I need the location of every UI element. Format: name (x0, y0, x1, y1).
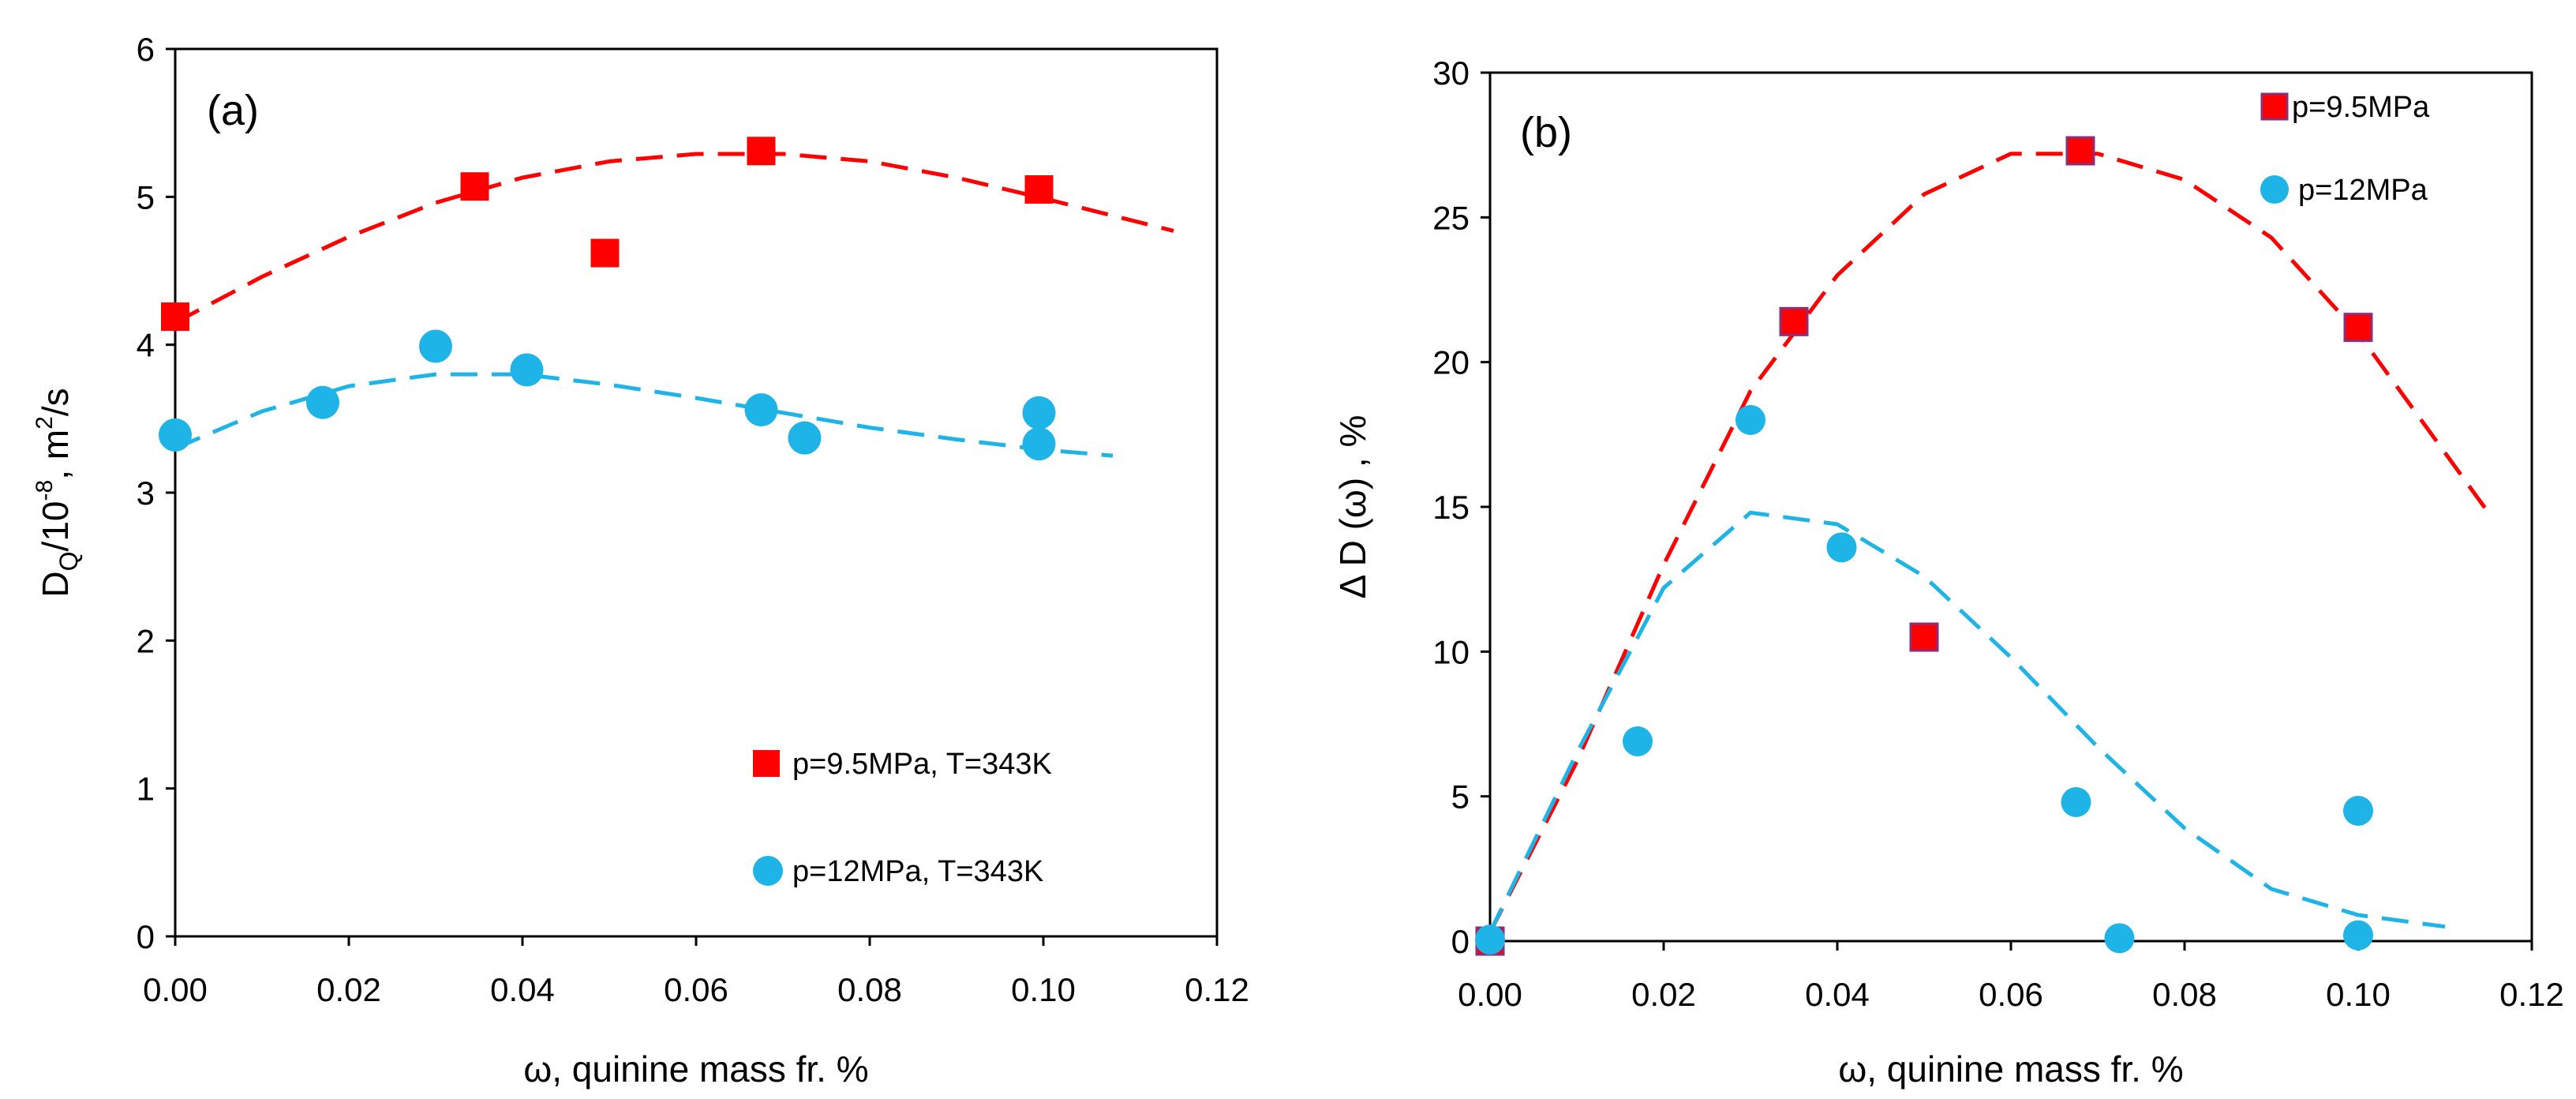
panel-a-point-square (747, 137, 776, 166)
panel-a-y-tick-label: 6 (137, 31, 155, 68)
panel-b-point-circle (2104, 923, 2135, 954)
panel-b-point-circle (1623, 726, 1653, 756)
panel-b-x-tick-label: 0.06 (1979, 976, 2043, 1013)
panel-a-x-tick-label: 0.12 (1185, 971, 1249, 1008)
panel-b-point-circle (1826, 532, 1857, 563)
panel-a-point-circle (306, 385, 339, 419)
panel-b-point-circle (1475, 925, 1505, 955)
panel-b-x-tick-label: 0.00 (1458, 976, 1522, 1013)
panel-a-x-tick-label: 0.00 (143, 971, 208, 1008)
panel-b-x-axis-title: ω, quinine mass fr. % (1838, 1048, 2183, 1090)
panel-b-label: (b) (1520, 109, 1572, 156)
panel-b-fit-line-red (1488, 152, 2491, 934)
panel-b-y-tick-label: 15 (1432, 489, 1470, 526)
panel-a-y-ticks: 0 1 2 3 4 5 6 (137, 31, 175, 955)
panel-b-y-ticks: 0 5 10 15 20 25 30 (1432, 54, 1490, 960)
panel-b-fit-lines (1488, 152, 2491, 934)
panel-a-point-circle (1022, 427, 1056, 461)
panel-a-y-tick-label: 0 (137, 918, 155, 955)
panel-a-point-square (161, 302, 189, 332)
panel-b-point-square (2343, 313, 2373, 343)
panel-b-points (1475, 136, 2373, 956)
panel-a-point-square (460, 172, 489, 201)
panel-a-y-axis-title: DQ/10-8, m2/s (32, 388, 83, 597)
panel-b-y-tick-label: 25 (1432, 199, 1470, 236)
panel-a-label: (a) (207, 87, 259, 134)
panel-a-x-axis-title: ω, quinine mass fr. % (523, 1048, 868, 1090)
panel-a-y-tick-label: 1 (137, 771, 155, 808)
panel-b-y-tick-label: 0 (1451, 923, 1470, 960)
panel-b-legend-label-blue: p=12MPa (2298, 174, 2428, 207)
panel-a-point-circle (1022, 396, 1056, 429)
panel-b-legend-label-red: p=9.5MPa (2292, 91, 2430, 124)
panel-a-legend-marker-red (753, 750, 780, 777)
panel-b-point-square (2065, 136, 2095, 166)
panel-b-x-tick-label: 0.12 (2499, 976, 2564, 1013)
panel-a-fit-lines (174, 152, 1174, 458)
panel-b-point-square (1779, 306, 1809, 336)
panel-a-x-tick-label: 0.08 (837, 971, 902, 1008)
panel-b-y-tick-label: 20 (1432, 344, 1470, 381)
panel-b-x-tick-label: 0.10 (2326, 976, 2391, 1013)
panel-b-y-tick-label: 30 (1432, 54, 1470, 92)
panel-a-point-circle (159, 418, 192, 452)
panel-a-fit-line-blue (174, 372, 1114, 458)
panel-a-x-tick-label: 0.10 (1011, 971, 1076, 1008)
panel-b-point-circle (2343, 920, 2373, 951)
panel-a: (a) 0 1 2 3 4 5 6 0.00 0.02 0.04 0.06 0.08 0.10 0.12… (32, 31, 1249, 1090)
panel-a-legend-label-blue: p=12MPa, T=343K (792, 855, 1043, 888)
panel-b-point-square (1909, 622, 1939, 652)
panel-b-y-axis-title: Δ D (ω) , % (1332, 415, 1373, 599)
panel-a-y-tick-label: 5 (137, 178, 155, 216)
panel-b-y-tick-label: 10 (1432, 633, 1470, 670)
panel-b-x-ticks: 0.00 0.02 0.04 0.06 0.08 0.10 0.12 (1458, 941, 2564, 1013)
panel-a-x-tick-label: 0.04 (490, 971, 555, 1008)
panel-b-point-circle (2343, 796, 2373, 826)
panel-a-fit-line-red (174, 152, 1174, 324)
panel-a-point-square (1024, 174, 1054, 204)
panel-a-legend-label-red: p=9.5MPa, T=343K (792, 748, 1052, 781)
panel-a-y-tick-label: 2 (137, 622, 155, 659)
panel-a-y-tick-label: 4 (137, 327, 155, 364)
panel-b: (b) 0 5 10 15 20 25 30 0.00 0.02 0.04 0.06 0.08 0.1… (1332, 54, 2564, 1090)
panel-a-point-circle (744, 393, 778, 427)
panel-a-point-circle (788, 421, 822, 455)
panel-b-legend: p=9.5MPa p=12MPa (2260, 91, 2430, 207)
panel-a-points (159, 137, 1056, 461)
panel-b-x-tick-label: 0.02 (1631, 976, 1696, 1013)
panel-a-plot-frame (174, 47, 1219, 938)
panel-b-fit-line-blue (1488, 510, 2446, 934)
panel-b-legend-marker-blue (2260, 175, 2289, 204)
panel-b-point-circle (2061, 787, 2091, 817)
panel-a-x-tick-label: 0.02 (316, 971, 381, 1008)
panel-a-y-tick-label: 3 (137, 474, 155, 512)
panel-b-x-tick-label: 0.08 (2152, 976, 2217, 1013)
panel-a-point-circle (510, 353, 544, 387)
panel-b-y-tick-label: 5 (1451, 778, 1470, 816)
panel-a-x-tick-label: 0.06 (664, 971, 728, 1008)
panel-a-point-square (590, 238, 620, 268)
panel-b-x-tick-label: 0.04 (1805, 976, 1870, 1013)
panel-a-legend: p=9.5MPa, T=343K p=12MPa, T=343K (753, 748, 1052, 888)
panel-b-point-circle (1735, 405, 1765, 435)
panel-a-x-ticks: 0.00 0.02 0.04 0.06 0.08 0.10 0.12 (143, 936, 1249, 1008)
panel-a-point-circle (419, 329, 452, 363)
panel-a-legend-marker-blue (753, 856, 783, 886)
panel-b-legend-marker-red (2260, 92, 2289, 121)
